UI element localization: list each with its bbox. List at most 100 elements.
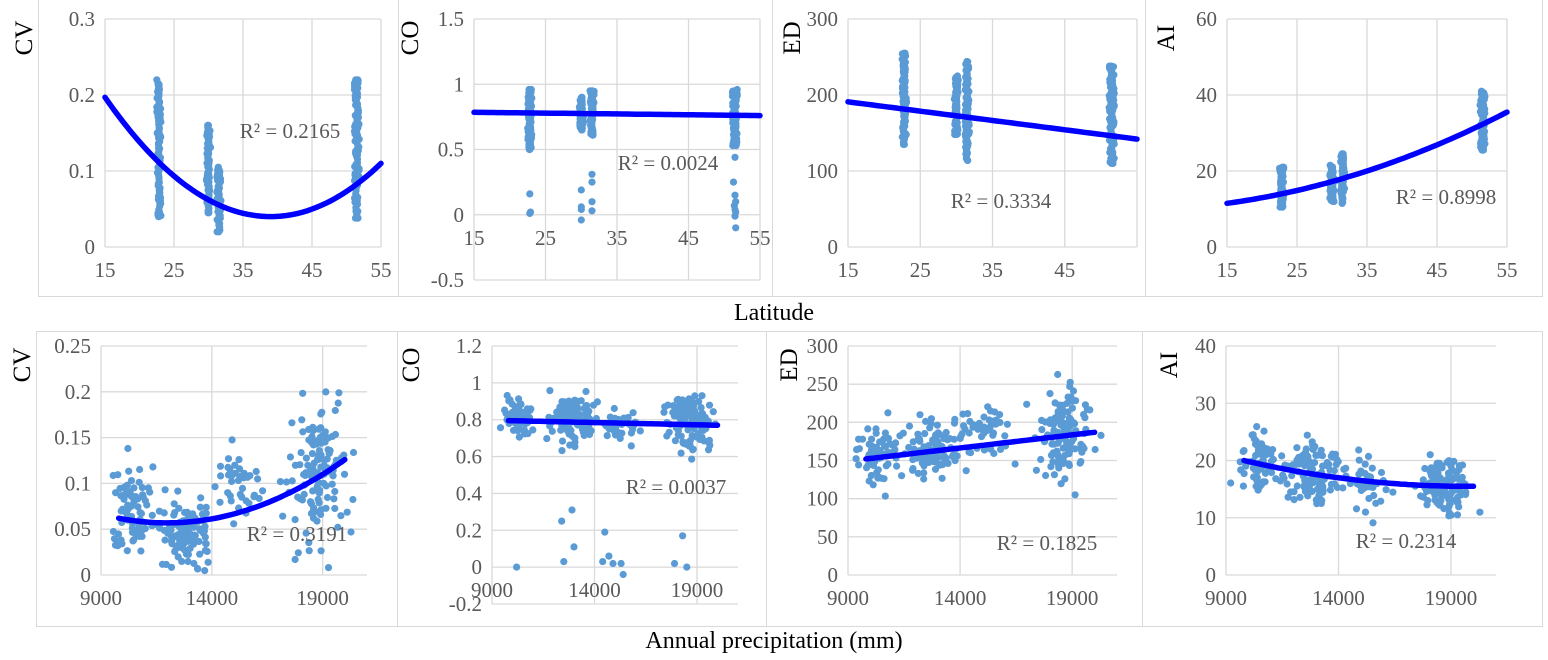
data-point (924, 442, 933, 450)
y-tick-label: 300 (807, 334, 839, 358)
data-point (296, 461, 304, 469)
data-point (704, 446, 713, 454)
data-point (1455, 462, 1463, 470)
trendline (863, 429, 1098, 462)
data-point (588, 178, 596, 186)
y-tick-label: 0 (454, 203, 465, 227)
y-tick-label: 200 (807, 83, 839, 107)
data-point (1290, 496, 1298, 504)
data-point (529, 426, 537, 434)
x-tick-label: 19000 (296, 586, 349, 610)
data-point (863, 464, 871, 472)
data-point (1357, 486, 1365, 495)
data-point (236, 490, 244, 498)
data-point (298, 416, 306, 424)
data-point (520, 411, 528, 419)
data-point (996, 418, 1004, 427)
data-point (202, 540, 210, 548)
chart-panel-1: 0 0.1 0.2 0.3 15 25 35 45 55 CV R² = 0.2165 (11, 7, 392, 282)
data-point (1318, 452, 1326, 460)
data-point (1364, 452, 1373, 460)
data-point (705, 401, 714, 409)
data-point (1355, 446, 1363, 454)
data-point (665, 428, 673, 436)
data-point (1448, 475, 1456, 483)
data-point (322, 388, 330, 396)
data-point (558, 437, 567, 445)
x-tick-label: 25 (910, 258, 931, 282)
data-point (1382, 486, 1390, 494)
x-tick-label: 25 (535, 226, 556, 250)
data-point (588, 198, 596, 206)
data-point (599, 558, 607, 566)
data-point (577, 186, 585, 194)
data-point (331, 487, 339, 496)
data-point (317, 510, 325, 519)
data-point (731, 212, 739, 220)
data-point (1032, 466, 1040, 474)
trendline (115, 456, 348, 526)
data-point (200, 527, 208, 535)
data-point (321, 428, 329, 436)
data-point (1377, 468, 1386, 477)
data-point (1227, 479, 1235, 487)
data-point (294, 549, 302, 557)
data-point (349, 495, 357, 504)
data-point (329, 472, 337, 480)
data-point (1434, 476, 1442, 484)
y-tick-label: 60 (1196, 7, 1217, 31)
data-point (313, 482, 321, 491)
data-point (309, 487, 317, 495)
x-tick-label: 14000 (934, 586, 987, 610)
data-point (170, 511, 178, 519)
y-axis-title: CV (9, 348, 36, 383)
data-point (1050, 471, 1058, 479)
data-point (1352, 505, 1361, 513)
data-point (1023, 400, 1031, 408)
data-point (330, 495, 338, 503)
data-point (1042, 471, 1050, 480)
data-point (605, 552, 613, 560)
data-point (170, 500, 178, 508)
data-point (235, 456, 243, 464)
r-squared-label: R² = 0.0037 (626, 475, 726, 499)
data-point (1065, 460, 1073, 468)
data-point (129, 537, 137, 545)
data-point (252, 467, 260, 476)
data-point (543, 435, 551, 443)
y-axis-title: CO (398, 348, 425, 383)
data-point (1389, 488, 1397, 496)
x-tick-label: 45 (1054, 258, 1075, 282)
data-point (618, 429, 626, 437)
data-point (136, 508, 144, 517)
data-point (546, 387, 554, 395)
trendline (102, 94, 384, 220)
data-point (579, 428, 587, 436)
y-tick-label: 0.15 (54, 426, 91, 450)
data-point (574, 409, 582, 417)
data-point (141, 525, 149, 533)
data-point (201, 567, 209, 575)
data-point (226, 465, 234, 473)
data-point (130, 497, 138, 506)
data-point (190, 559, 198, 568)
data-point (1081, 401, 1089, 409)
x-tick-label: 45 (302, 258, 323, 282)
x-tick-label: 35 (607, 226, 628, 250)
data-point (311, 507, 319, 515)
data-point (317, 547, 325, 555)
x-tick-label: 9000 (1205, 586, 1247, 610)
data-point (216, 462, 225, 470)
data-point (1445, 457, 1453, 465)
data-point (1251, 466, 1259, 474)
data-point (1047, 451, 1056, 459)
chart-panel-6: -0.2 0 0.2 0.4 0.6 0.8 1 1.2 9000 14000 19000 CO R² … (398, 334, 738, 616)
x-tick-label: 9000 (471, 578, 513, 602)
data-point (922, 417, 930, 425)
data-point (201, 533, 209, 541)
data-point (1254, 486, 1262, 494)
data-point (276, 478, 284, 486)
data-point (526, 208, 535, 216)
data-point (114, 530, 123, 538)
data-point (864, 425, 872, 433)
